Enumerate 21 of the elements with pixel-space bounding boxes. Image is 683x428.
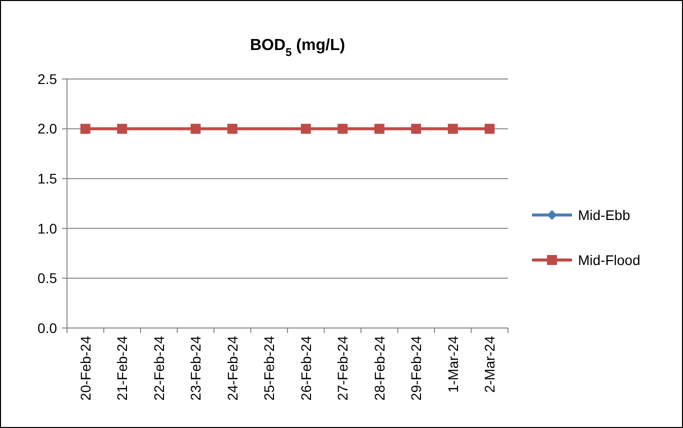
x-tick-label: 27-Feb-24 xyxy=(334,336,351,401)
x-tick-label: 2-Mar-24 xyxy=(482,336,498,393)
x-tick-label: 20-Feb-24 xyxy=(77,336,94,401)
x-tick-label: 21-Feb-24 xyxy=(114,336,130,401)
x-tick-label: 29-Feb-24 xyxy=(408,336,424,401)
x-tick-label: 24-Feb-24 xyxy=(224,336,240,401)
legend-label: Mid-Flood xyxy=(578,252,640,268)
y-tick-label: 0.0 xyxy=(38,320,58,336)
x-tick-label: 25-Feb-24 xyxy=(261,336,278,401)
legend-label: Mid-Ebb xyxy=(578,206,630,223)
x-tick-label: 22-Feb-24 xyxy=(150,336,167,401)
y-tick-label: 1.5 xyxy=(38,170,58,186)
chart-title: BOD$_{5}$ (mg/L) xyxy=(250,37,346,59)
x-tick-label: 1-Mar-24 xyxy=(444,336,461,393)
x-tick-label: 26-Feb-24 xyxy=(298,336,314,401)
y-tick-label: 1.0 xyxy=(38,220,58,236)
x-tick-label: 23-Feb-24 xyxy=(188,336,204,401)
x-tick-label: 28-Feb-24 xyxy=(371,336,388,401)
y-tick-label: 2.5 xyxy=(38,70,58,87)
y-tick-label: 2.0 xyxy=(38,120,58,137)
y-tick-label: 0.5 xyxy=(38,270,58,286)
